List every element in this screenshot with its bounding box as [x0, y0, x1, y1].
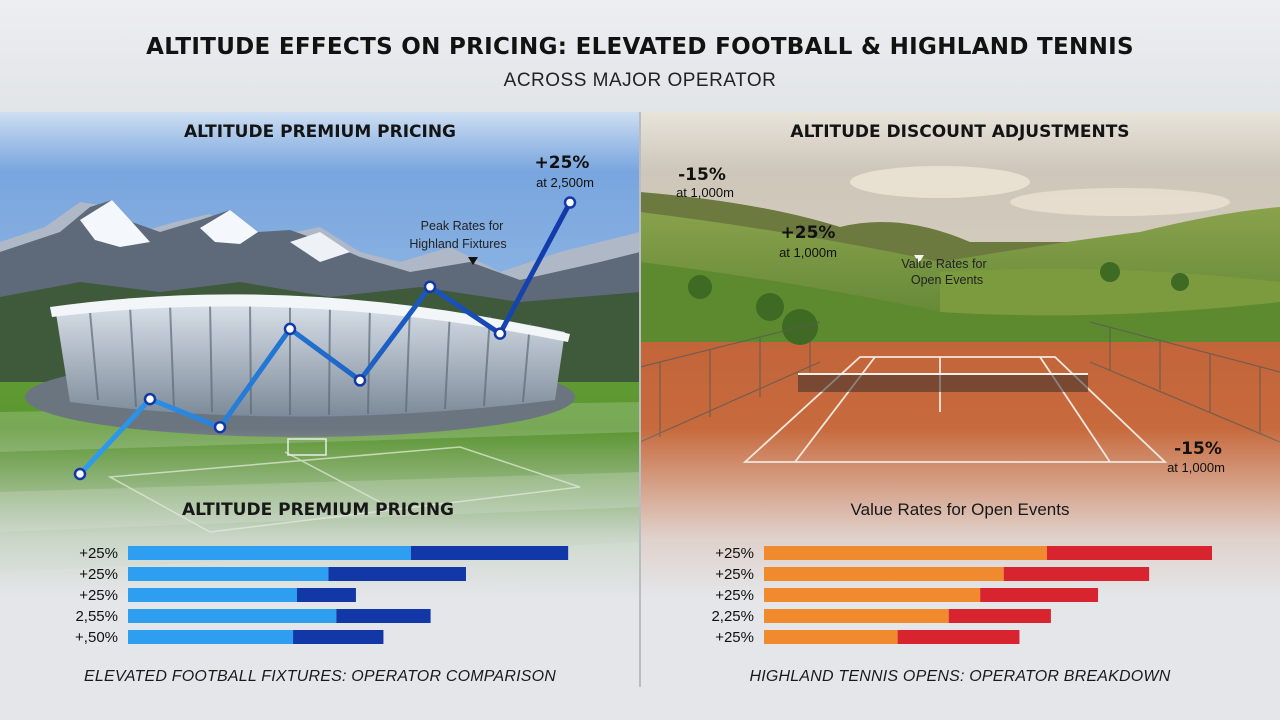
discount-bar-1-seg-1 [1003, 567, 1150, 581]
discount-bar-3-seg-1 [948, 609, 1051, 623]
premium-line-point-6 [493, 327, 507, 340]
premium-bar-0-seg-1 [410, 546, 569, 560]
page-subtitle: ACROSS MAJOR OPERATOR [503, 70, 777, 91]
premium-line-point-3 [283, 322, 297, 336]
premium-label-1: +25% [79, 566, 118, 583]
premium-chart-overlay: Peak Rates for Highland Fixtures +25% at… [73, 153, 594, 646]
premium-label-4: +,50% [75, 629, 118, 646]
premium-line-point-5 [423, 280, 437, 294]
premium-bar-3-seg-0 [128, 609, 337, 623]
premium-line-point-4 [353, 374, 367, 387]
premium-panel: ALTITUDE PREMIUM PRICING ALTITUDE PREMIU… [0, 112, 640, 720]
premium-callout-line1: Peak Rates for [421, 219, 504, 233]
premium-line-point-2 [213, 420, 227, 434]
discount-label-0: +25% [715, 545, 754, 562]
discount-bar-0-seg-0 [764, 546, 1047, 560]
premium-bar-1-seg-1 [328, 567, 466, 581]
discount-start-value: -15% [678, 165, 726, 185]
premium-bar-0-seg-0 [128, 546, 411, 560]
discount-callout-line2: Open Events [911, 273, 983, 287]
premium-peak-sub: at 2,500m [536, 175, 594, 190]
premium-label-2: +25% [79, 587, 118, 604]
discount-footer: HIGHLAND TENNIS OPENS: OPERATOR BREAKDOW… [749, 668, 1171, 685]
premium-trend-line [77, 200, 573, 477]
premium-line-point-7 [563, 196, 577, 209]
discount-start-sub: at 1,000m [676, 185, 734, 200]
discount-label-2: +25% [715, 587, 754, 604]
discount-section-title: ALTITUDE DISCOUNT ADJUSTMENTS [790, 122, 1130, 142]
discount-end-value: -15% [1174, 439, 1222, 459]
premium-bar-2-seg-0 [128, 588, 297, 602]
premium-callout-line2: Highland Fixtures [409, 237, 506, 251]
callout-arrow-icon [914, 255, 924, 263]
discount-bar-1-seg-0 [764, 567, 1004, 581]
premium-bar-1-seg-0 [128, 567, 329, 581]
page-title: ALTITUDE EFFECTS ON PRICING: ELEVATED FO… [146, 34, 1134, 60]
discount-mid-sub: at 1,000m [779, 245, 837, 260]
discount-label-4: +25% [715, 629, 754, 646]
panel-divider [639, 112, 641, 687]
premium-bars-title: ALTITUDE PREMIUM PRICING [181, 500, 455, 520]
premium-bar-4-seg-0 [128, 630, 294, 644]
discount-bars-title: Value Rates for Open Events [850, 500, 1070, 519]
premium-label-3: 2,55% [75, 608, 118, 625]
discount-panel: ALTITUDE DISCOUNT ADJUSTMENTS Value Rate… [640, 112, 1280, 720]
premium-bar-4-seg-1 [293, 630, 384, 644]
discount-bar-0-seg-1 [1046, 546, 1213, 560]
premium-footer: ELEVATED FOOTBALL FIXTURES: OPERATOR COM… [83, 668, 557, 685]
discount-mid-value: +25% [781, 223, 836, 243]
premium-label-0: +25% [79, 545, 118, 562]
discount-bar-3-seg-0 [764, 609, 949, 623]
premium-line-point-0 [73, 467, 87, 481]
premium-bar-2-seg-1 [296, 588, 356, 602]
premium-section-title: ALTITUDE PREMIUM PRICING [183, 122, 457, 142]
discount-bar-2-seg-1 [980, 588, 1099, 602]
discount-bar-4-seg-0 [764, 630, 898, 644]
callout-arrow-icon [468, 257, 478, 265]
discount-chart-overlay: Value Rates for Open Events -15% at 1,00… [676, 165, 1225, 646]
discount-label-3: 2,25% [711, 608, 754, 625]
premium-line-point-1 [143, 392, 157, 406]
discount-bar-4-seg-1 [897, 630, 1020, 644]
discount-label-1: +25% [715, 566, 754, 583]
discount-end-sub: at 1,000m [1167, 460, 1225, 475]
premium-peak-value: +25% [535, 153, 590, 173]
discount-bar-2-seg-0 [764, 588, 981, 602]
discount-callout-line1: Value Rates for [901, 257, 986, 271]
header: ALTITUDE EFFECTS ON PRICING: ELEVATED FO… [0, 0, 1280, 112]
premium-bar-3-seg-1 [336, 609, 431, 623]
